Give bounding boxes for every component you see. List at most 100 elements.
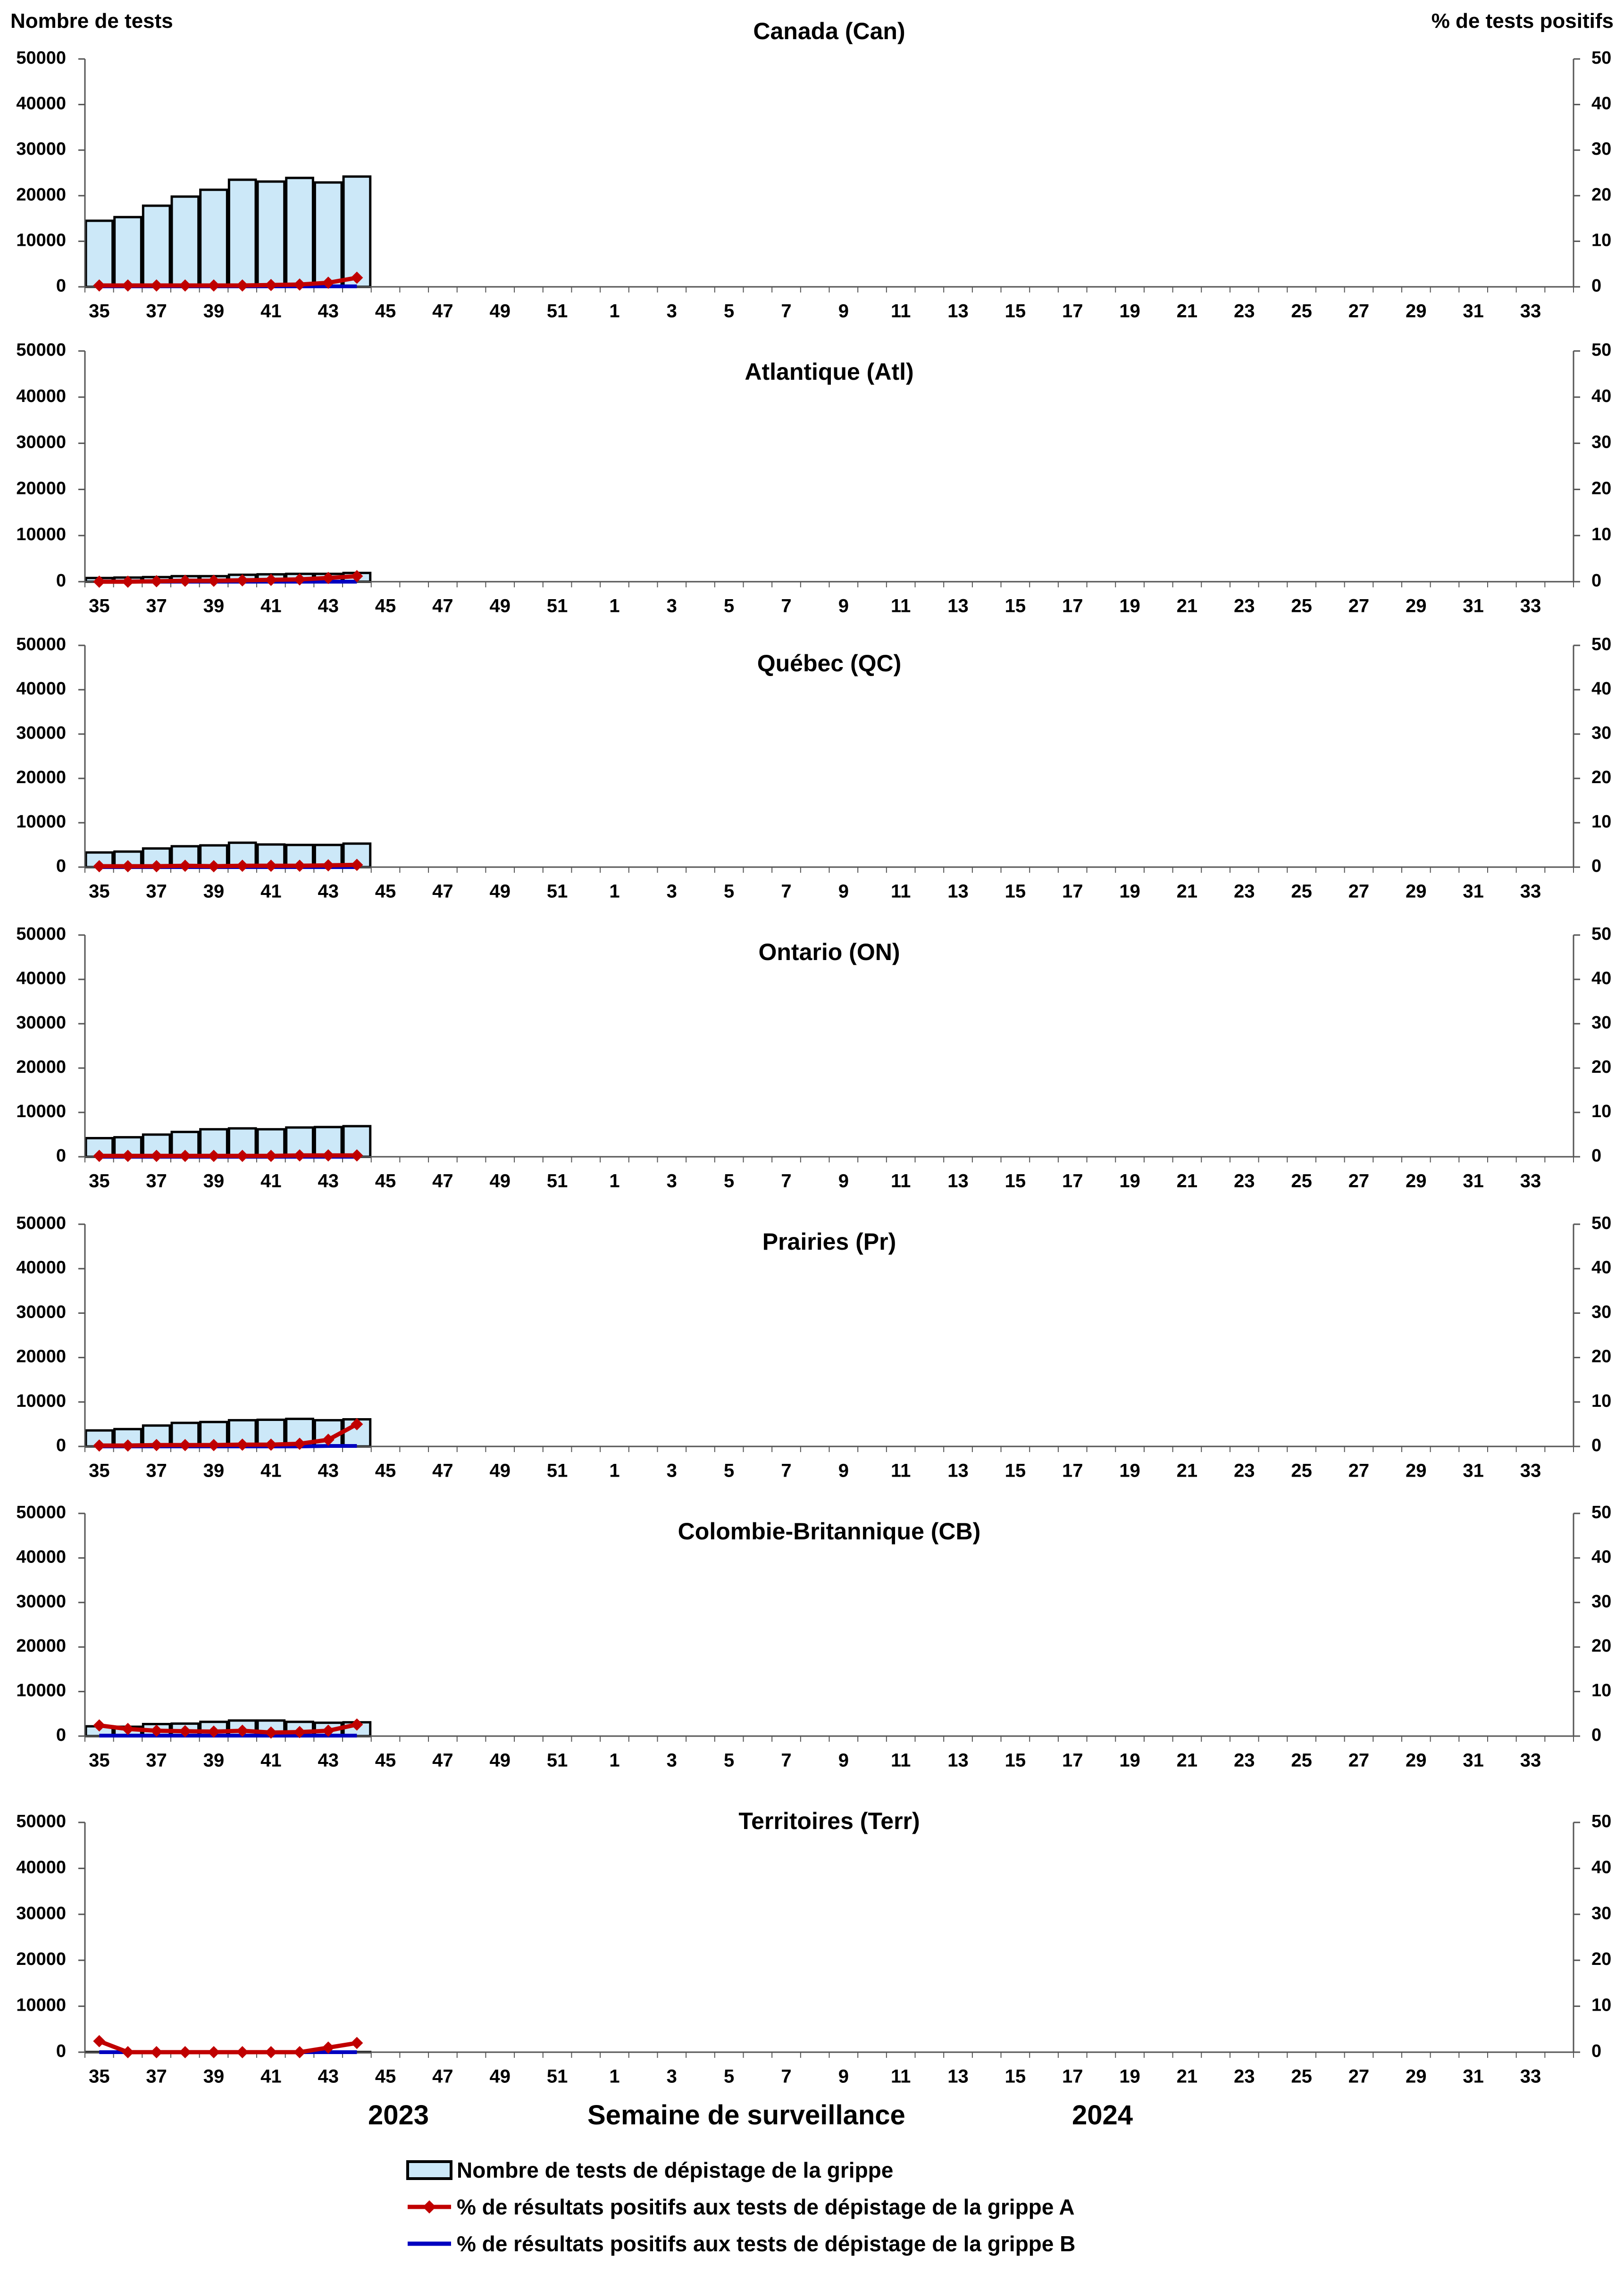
year-label-2024: 2024 — [1072, 2100, 1133, 2130]
legend-line-b-swatch — [408, 2241, 451, 2246]
right-tick-label: 30 — [1591, 1013, 1611, 1033]
x-tick-label: 47 — [432, 1750, 453, 1771]
right-tick-label: 20 — [1591, 478, 1611, 498]
point-flu-a-week-44 — [351, 271, 363, 284]
x-tick-label: 17 — [1062, 301, 1083, 322]
left-tick-label: 20000 — [16, 185, 66, 205]
left-tick-label: 0 — [56, 1725, 66, 1745]
x-tick-label: 23 — [1234, 1171, 1255, 1192]
point-flu-a-week-35 — [93, 576, 106, 588]
x-tick-label: 5 — [724, 1750, 734, 1771]
right-axis-title: % de tests positifs — [1431, 9, 1614, 33]
legend-item-line-b: % de résultats positifs aux tests de dép… — [406, 2227, 1075, 2260]
point-flu-a-week-44 — [351, 1418, 363, 1430]
x-tick-label: 43 — [318, 1461, 339, 1481]
x-tick-label: 7 — [781, 1461, 791, 1481]
left-tick-label: 30000 — [16, 1013, 66, 1033]
year-label-2023: 2023 — [368, 2100, 429, 2130]
x-tick-label: 19 — [1119, 1171, 1140, 1192]
x-tick-label: 41 — [260, 1461, 282, 1481]
x-axis-title: Semaine de surveillance — [587, 2100, 905, 2130]
x-tick-label: 29 — [1406, 1461, 1427, 1481]
x-tick-label: 29 — [1406, 1171, 1427, 1192]
x-tick-label: 49 — [490, 2066, 511, 2087]
line-flu-a — [99, 1722, 358, 1735]
left-tick-label: 10000 — [16, 230, 66, 250]
left-tick-label: 0 — [56, 856, 66, 876]
point-flu-a-week-40 — [236, 2046, 249, 2058]
legend-item-line-a: % de résultats positifs aux tests de dép… — [406, 2190, 1075, 2223]
point-flu-a-week-38 — [179, 279, 192, 292]
x-tick-label: 37 — [146, 1750, 167, 1771]
point-flu-a-week-44 — [351, 2037, 363, 2049]
point-flu-a-week-38 — [179, 2046, 192, 2058]
x-tick-label: 41 — [260, 1750, 282, 1771]
point-flu-a-week-37 — [150, 279, 163, 292]
x-tick-label: 19 — [1119, 2066, 1140, 2087]
x-tick-label: 41 — [260, 2066, 282, 2087]
x-tick-label: 49 — [490, 1171, 511, 1192]
x-tick-label: 51 — [547, 301, 568, 322]
right-tick-label: 20 — [1591, 768, 1611, 787]
line-flu-a — [99, 862, 357, 869]
x-tick-label: 45 — [375, 1750, 396, 1771]
x-tick-label: 25 — [1291, 1750, 1312, 1771]
point-flu-a-week-44 — [351, 570, 363, 583]
x-tick-label: 1 — [609, 1750, 619, 1771]
x-tick-label: 5 — [724, 1461, 734, 1481]
point-flu-a-week-35 — [93, 1439, 106, 1452]
point-flu-a-week-43 — [322, 1724, 335, 1737]
point-flu-a-week-35 — [93, 2035, 106, 2047]
x-tick-label: 47 — [432, 1461, 453, 1481]
point-flu-a-week-39 — [208, 1439, 220, 1452]
right-tick-label: 20 — [1591, 1347, 1611, 1367]
right-tick-label: 20 — [1591, 185, 1611, 205]
x-tick-label: 27 — [1348, 1750, 1370, 1771]
point-flu-a-week-39 — [208, 279, 220, 292]
legend-label-line-a: % de résultats positifs aux tests de dép… — [457, 2195, 1075, 2219]
point-flu-a-week-41 — [265, 279, 277, 292]
right-tick-label: 0 — [1591, 1436, 1601, 1455]
point-flu-a-week-37 — [150, 1439, 163, 1452]
bar-tests-week-42 — [285, 176, 314, 288]
x-tick-label: 43 — [318, 881, 339, 902]
x-tick-label: 47 — [432, 1171, 453, 1192]
bar-tests-week-36 — [113, 1136, 142, 1158]
x-tick-label: 35 — [89, 1171, 110, 1192]
panel-title: Colombie-Britannique (CB) — [678, 1518, 981, 1545]
point-flu-a-week-38 — [179, 860, 192, 872]
x-tick-label: 17 — [1062, 1750, 1083, 1771]
x-tick-label: 43 — [318, 1171, 339, 1192]
left-tick-label: 50000 — [16, 340, 66, 360]
x-tick-label: 43 — [318, 301, 339, 322]
point-flu-a-week-37 — [150, 575, 163, 588]
x-tick-label: 33 — [1520, 301, 1541, 322]
x-tick-label: 49 — [490, 1750, 511, 1771]
x-tick-label: 51 — [547, 881, 568, 902]
point-flu-a-week-39 — [208, 2046, 220, 2058]
x-tick-label: 31 — [1463, 596, 1484, 617]
right-tick-label: 20 — [1591, 1057, 1611, 1077]
x-tick-label: 9 — [838, 2066, 849, 2087]
point-flu-a-week-36 — [122, 860, 134, 873]
bar-tests-week-37 — [142, 204, 171, 288]
point-flu-a-week-40 — [236, 574, 249, 587]
left-tick-label: 30000 — [16, 139, 66, 159]
right-tick-label: 10 — [1591, 1102, 1611, 1121]
x-tick-label: 25 — [1291, 881, 1312, 902]
x-tick-label: 15 — [1005, 1171, 1026, 1192]
point-flu-a-week-41 — [265, 574, 277, 586]
left-tick-label: 50000 — [16, 1503, 66, 1522]
bar-tests-week-39 — [199, 1420, 228, 1448]
x-tick-label: 31 — [1463, 1461, 1484, 1481]
x-tick-label: 5 — [724, 1171, 734, 1192]
point-flu-a-week-38 — [179, 575, 192, 587]
x-tick-label: 13 — [947, 1750, 969, 1771]
x-tick-label: 11 — [891, 1171, 911, 1192]
point-flu-a-week-42 — [293, 2046, 306, 2058]
x-tick-label: 13 — [947, 596, 969, 617]
x-tick-label: 39 — [203, 1750, 225, 1771]
x-tick-label: 9 — [838, 301, 849, 322]
bar-tests-week-44 — [342, 175, 372, 288]
point-flu-a-week-39 — [208, 575, 220, 587]
